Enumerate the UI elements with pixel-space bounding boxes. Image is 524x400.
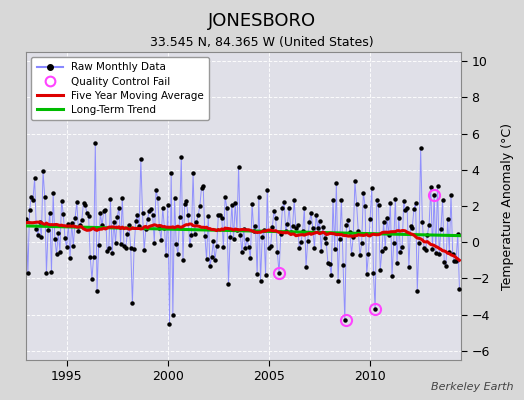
Legend: Raw Monthly Data, Quality Control Fail, Five Year Moving Average, Long-Term Tren: Raw Monthly Data, Quality Control Fail, … [31,57,209,120]
Text: 33.545 N, 84.365 W (United States): 33.545 N, 84.365 W (United States) [150,36,374,49]
Text: JONESBORO: JONESBORO [208,12,316,30]
Y-axis label: Temperature Anomaly (°C): Temperature Anomaly (°C) [501,122,514,290]
Text: Berkeley Earth: Berkeley Earth [431,382,514,392]
